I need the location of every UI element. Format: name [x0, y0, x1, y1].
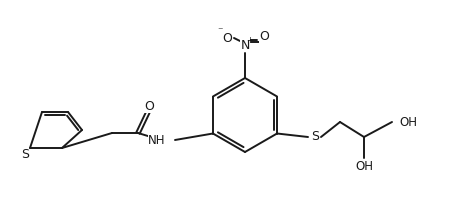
Text: O: O — [222, 31, 232, 45]
Text: O: O — [259, 30, 269, 43]
Text: S: S — [21, 148, 29, 161]
Text: OH: OH — [355, 160, 373, 172]
Text: OH: OH — [399, 115, 417, 129]
Text: NH: NH — [148, 133, 165, 147]
Text: S: S — [311, 130, 319, 144]
Text: +: + — [246, 35, 253, 45]
Text: O: O — [144, 100, 154, 112]
Text: ⁻: ⁻ — [217, 26, 223, 36]
Text: N: N — [240, 38, 250, 51]
